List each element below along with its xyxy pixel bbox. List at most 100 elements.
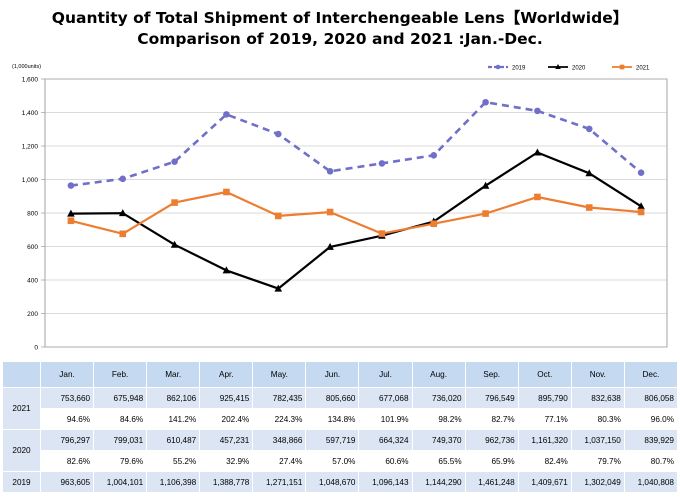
month-header: Sep. (464, 361, 519, 388)
percent-cell: 79.6% (93, 450, 148, 472)
quantity-cell: 796,549 (464, 387, 519, 409)
percent-cell: 134.8% (305, 408, 360, 430)
data-point-2021 (223, 188, 230, 196)
quantity-cell: 749,370 (411, 429, 466, 451)
y-tick-label: 1,600 (22, 77, 39, 84)
quantity-cell: 1,302,049 (570, 471, 625, 493)
data-point-2019 (223, 111, 230, 118)
quantity-cell: 799,031 (93, 429, 148, 451)
series-line-2021 (70, 190, 642, 235)
percent-cell: 65.5% (411, 450, 466, 472)
data-point-2020 (67, 209, 75, 217)
table-row-2020-percent: 82.6% 79.6% 55.2% 32.9% 27.4% 57.0% 60.6… (3, 450, 679, 472)
chart-title-line-2: Comparison of 2019, 2020 and 2021 :Jan.-… (137, 30, 543, 48)
quantity-cell: 1,004,101 (93, 471, 148, 493)
percent-cell: 65.9% (464, 450, 519, 472)
data-point-2019 (482, 98, 489, 106)
data-point-2021 (326, 208, 334, 216)
month-header: Nov. (570, 361, 625, 388)
y-tick-label: 1,200 (22, 144, 39, 151)
quantity-cell: 610,487 (146, 429, 201, 451)
data-point-2021 (585, 204, 593, 211)
data-point-2019 (585, 125, 593, 133)
month-header: Dec. (623, 361, 679, 388)
quantity-cell: 348,866 (252, 429, 307, 451)
data-point-2021 (274, 212, 282, 220)
quantity-cell: 1,409,671 (517, 471, 572, 493)
percent-cell: 80.7% (623, 450, 679, 472)
percent-cell: 96.0% (623, 408, 679, 430)
table-row-2020-quantity: 2020 796,297 799,031 610,487 457,231 348… (2, 429, 679, 472)
data-point-2019 (637, 169, 645, 176)
legend-label-2020: 2020 (572, 65, 586, 71)
quantity-cell: 1,144,290 (411, 471, 466, 493)
percent-cell: 27.4% (252, 450, 307, 472)
y-tick-label: 0 (34, 345, 38, 352)
data-point-2019 (119, 175, 127, 183)
y-unit-label: (1,000units) (12, 64, 41, 70)
data-point-2021 (119, 230, 127, 238)
data-point-2021 (171, 199, 178, 206)
quantity-cell: 796,297 (39, 429, 95, 451)
percent-cell: 84.6% (93, 408, 148, 430)
percent-cell: 60.6% (358, 450, 413, 472)
quantity-cell: 736,020 (411, 387, 466, 409)
data-point-2019 (67, 182, 75, 189)
legend-label-2019: 2019 (512, 65, 526, 71)
quantity-cell: 962,736 (464, 429, 519, 451)
chart-title-line-1: Quantity of Total Shipment of Intercheng… (51, 9, 629, 27)
quantity-cell: 1,161,320 (517, 429, 572, 451)
data-point-2020 (274, 284, 283, 292)
month-header: Jul. (358, 361, 413, 388)
y-tick-label: 1,400 (22, 110, 39, 117)
percent-cell: 32.9% (199, 450, 254, 472)
quantity-cell: 457,231 (199, 429, 254, 451)
table-row-2019-quantity: 2019 963,605 1,004,101 1,106,398 1,388,7… (2, 471, 679, 493)
month-header: May. (252, 361, 307, 388)
data-table: Jan. Feb. Mar. Apr. May. Jun. Jul. Aug. … (2, 361, 679, 493)
quantity-cell: 895,790 (517, 387, 572, 409)
percent-cell: 77.1% (517, 408, 572, 430)
data-point-2020 (637, 202, 645, 210)
percent-cell: 82.7% (464, 408, 519, 430)
data-point-2021 (637, 208, 645, 216)
quantity-cell: 1,271,151 (252, 471, 307, 493)
percent-cell: 57.0% (305, 450, 360, 472)
legend-marker-2020 (555, 64, 561, 69)
quantity-cell: 862,106 (146, 387, 201, 409)
legend-marker-2021 (619, 64, 625, 70)
data-point-2021 (67, 217, 75, 225)
quantity-cell: 806,058 (623, 387, 679, 409)
data-point-2019 (378, 160, 386, 167)
percent-cell: 80.3% (570, 408, 625, 430)
data-point-2019 (274, 130, 282, 138)
data-point-2020 (533, 148, 542, 156)
table-row-2021-percent: 94.6% 84.6% 141.2% 202.4% 224.3% 134.8% … (3, 408, 679, 430)
legend-label-2021: 2021 (636, 65, 650, 71)
quantity-cell: 753,660 (39, 387, 95, 409)
quantity-cell: 677,068 (358, 387, 413, 409)
quantity-cell: 925,415 (199, 387, 254, 409)
quantity-cell: 805,660 (305, 387, 360, 409)
quantity-cell: 839,929 (623, 429, 679, 451)
year-cell: 2020 (2, 429, 41, 472)
percent-cell: 101.9% (358, 408, 413, 430)
data-point-2020 (222, 266, 231, 274)
data-point-2020 (170, 240, 179, 248)
y-tick-label: 400 (27, 278, 38, 285)
month-header: Aug. (411, 361, 466, 388)
quantity-cell: 1,037,150 (570, 429, 625, 451)
quantity-cell: 1,096,143 (358, 471, 413, 493)
quantity-cell: 675,948 (93, 387, 148, 409)
quantity-cell: 832,638 (570, 387, 625, 409)
data-point-2021 (378, 230, 386, 237)
percent-cell: 82.6% (39, 450, 95, 472)
percent-cell: 82.4% (517, 450, 572, 472)
data-point-2020 (326, 242, 334, 250)
data-point-2019 (326, 168, 334, 175)
quantity-cell: 963,605 (39, 471, 95, 493)
data-point-2021 (482, 210, 489, 217)
data-point-2021 (534, 193, 541, 201)
y-tick-label: 800 (27, 211, 38, 218)
data-point-2020 (118, 209, 127, 217)
